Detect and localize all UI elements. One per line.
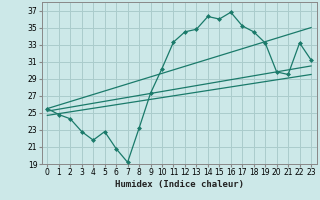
X-axis label: Humidex (Indice chaleur): Humidex (Indice chaleur) bbox=[115, 180, 244, 189]
